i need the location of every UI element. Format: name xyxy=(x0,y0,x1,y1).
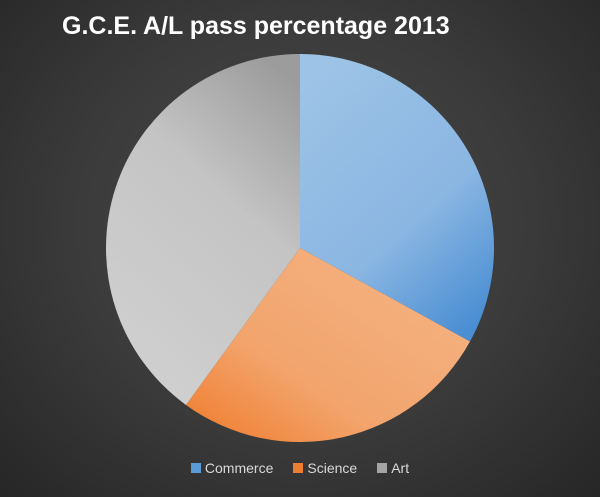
legend-item-commerce: Commerce xyxy=(190,460,274,476)
legend-label: Art xyxy=(391,460,410,476)
legend-swatch-commerce xyxy=(190,463,201,473)
pie-slice-commerce xyxy=(300,54,494,342)
legend-label: Commerce xyxy=(204,460,274,476)
legend-label: Science xyxy=(307,460,358,476)
legend-item-art: Art xyxy=(377,460,409,476)
legend-swatch-art xyxy=(377,463,388,473)
pie-slice-science xyxy=(185,248,470,442)
chart-title: G.C.E. A/L pass percentage 2013 xyxy=(62,12,450,40)
legend-item-science: Science xyxy=(293,460,357,476)
legend-swatch-science xyxy=(293,463,304,473)
chart-legend: Commerce Science Art xyxy=(0,460,600,476)
pie-slice-art xyxy=(105,54,300,405)
